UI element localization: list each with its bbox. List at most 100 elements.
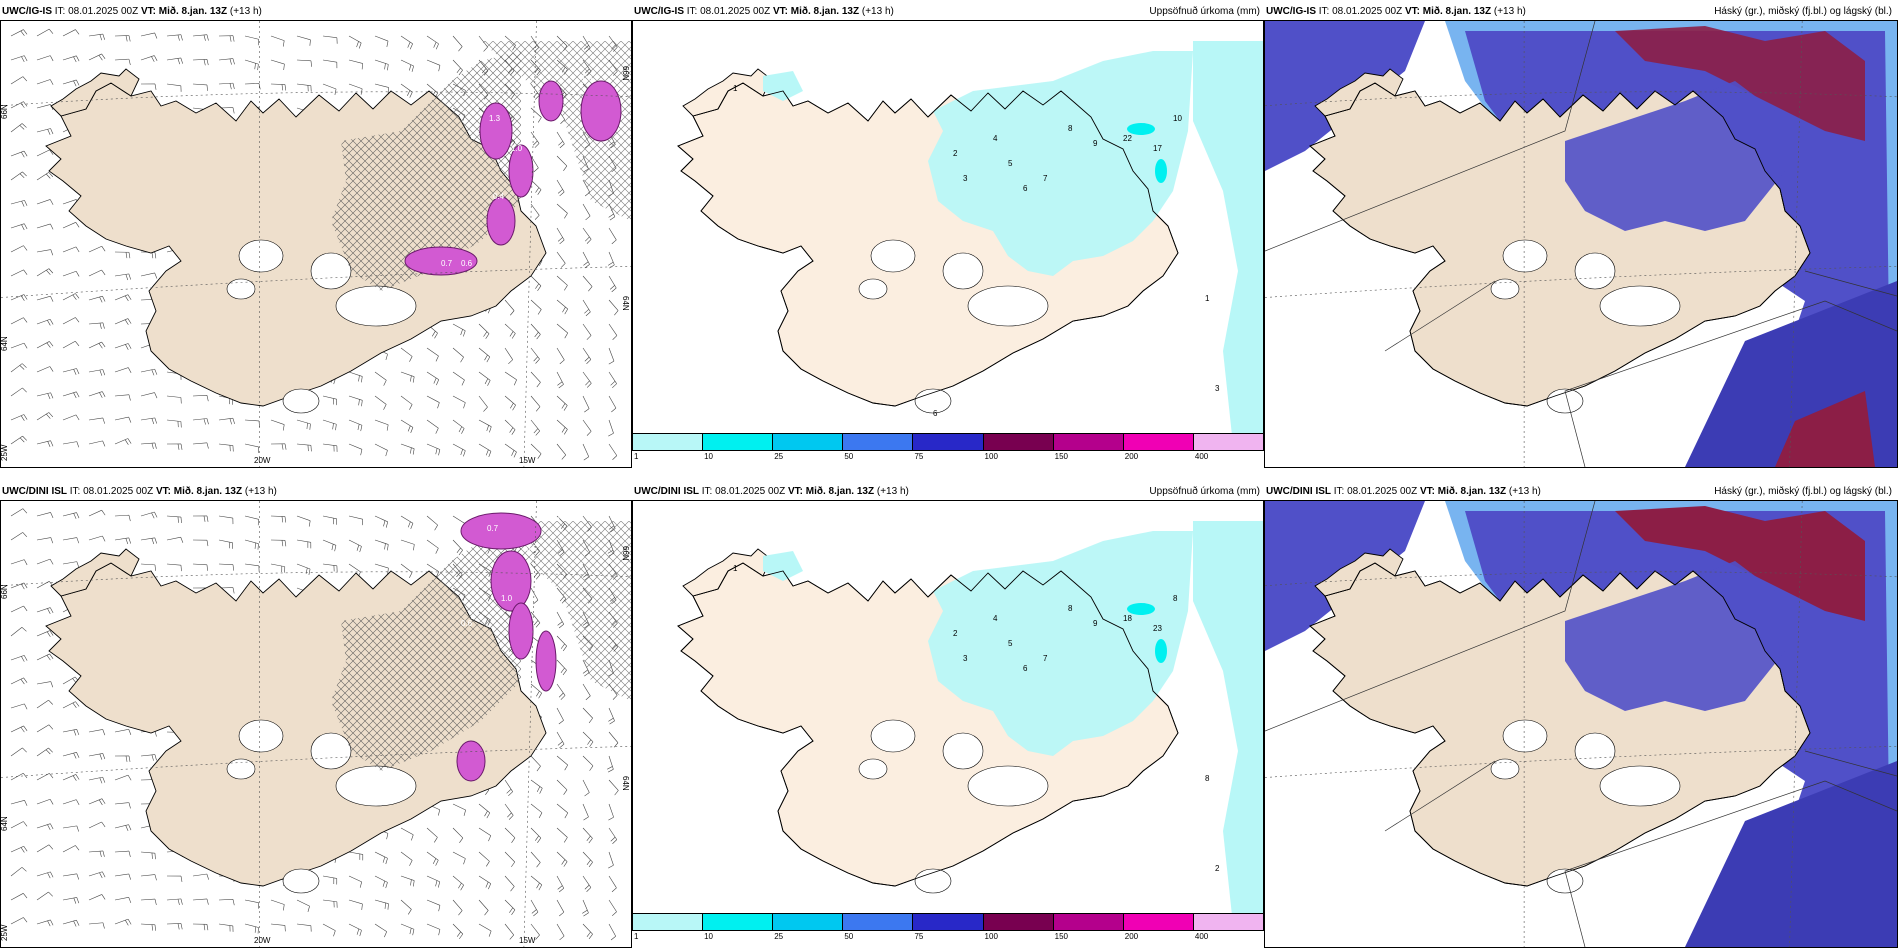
map-shape: [436, 379, 439, 386]
map-shape: [486, 196, 516, 246]
map-shape: [284, 540, 287, 547]
map-shape: [206, 540, 209, 547]
map-shape: [48, 844, 54, 850]
map-shape: [47, 393, 51, 400]
map-shape: [76, 368, 80, 375]
map-shape: [284, 84, 287, 91]
map-shape: [463, 450, 466, 457]
map-shape: [296, 923, 311, 926]
map-shape: [62, 752, 77, 757]
snow-value-label: 1.6: [581, 74, 593, 83]
map-shape: [62, 391, 77, 397]
map-shape: [23, 150, 28, 157]
map-shape: [438, 929, 441, 936]
map-shape: [10, 150, 25, 157]
map-shape: [563, 837, 568, 843]
map-shape: [23, 917, 28, 923]
map-shape: [128, 851, 131, 857]
map-shape: [180, 565, 182, 572]
snow-value-label: 0.6: [461, 259, 473, 268]
map-shape: [452, 803, 466, 811]
map-shape: [348, 899, 363, 905]
map-shape: [677, 82, 1179, 407]
map-shape: [409, 928, 412, 935]
map-shape: [238, 239, 284, 273]
map-shape: [437, 881, 441, 888]
map-shape: [870, 239, 916, 273]
map-shape: [608, 395, 617, 409]
lon-label-15w: 15W: [519, 456, 536, 465]
precip-panel-bottom: UWC/DINI ISL IT: 08.01.2025 00Z VT: Mið.…: [632, 480, 1264, 950]
map-shape: [23, 294, 28, 300]
map-shape: [410, 427, 414, 434]
map-shape: [128, 416, 132, 423]
map-shape: [322, 875, 337, 879]
map-shape: [36, 172, 49, 181]
map-shape: [62, 199, 77, 205]
map-shape: [582, 683, 591, 697]
map-area[interactable]: 1.6 1.3 1.0 0.7 0.6 0.5 0.4 66N 64N 25W 20W 15W 66N 6…: [0, 20, 632, 468]
lat-label-64n-right: 64N: [621, 776, 630, 791]
map-shape: [125, 755, 128, 762]
map-shape: [206, 395, 209, 402]
lat-label-64n: 64N: [1, 336, 9, 351]
map-shape: [400, 827, 414, 836]
map-area[interactable]: 1 2 3 4 5 6 7 8 9 18 23 8 8 2: [632, 500, 1264, 926]
map-shape: [452, 515, 465, 524]
map-shape: [154, 417, 158, 424]
map-shape: [36, 558, 51, 565]
map-shape: [478, 443, 492, 452]
map-shape: [356, 928, 360, 935]
map-shape: [461, 379, 465, 386]
map-shape: [582, 755, 594, 767]
map-shape: [270, 923, 285, 926]
map-shape: [180, 34, 183, 41]
map-shape: [114, 273, 129, 277]
map-shape: [452, 851, 466, 859]
map-shape: [478, 875, 491, 884]
map-area[interactable]: [1264, 20, 1898, 468]
map-shape: [452, 899, 463, 911]
map-shape: [438, 449, 441, 456]
map-shape: [125, 35, 128, 42]
map-shape: [537, 189, 542, 195]
map-shape: [21, 656, 25, 662]
map-shape: [36, 295, 51, 301]
map-shape: [582, 371, 592, 384]
map-shape: [463, 809, 466, 816]
colorbar-swatch: 1: [633, 434, 704, 461]
map-shape: [36, 607, 51, 613]
map-shape: [154, 368, 158, 375]
map-area[interactable]: [1264, 500, 1898, 948]
map-shape: [400, 563, 413, 573]
map-shape: [50, 919, 54, 926]
map-shape: [62, 873, 77, 877]
map-shape: [19, 125, 25, 130]
map-shape: [556, 419, 568, 430]
map-shape: [88, 269, 102, 277]
map-shape: [509, 427, 514, 433]
map-shape: [322, 83, 337, 90]
map-shape: [511, 909, 516, 915]
map-shape: [458, 910, 463, 916]
map-shape: [48, 172, 54, 177]
map-shape: [218, 443, 233, 446]
map-shape: [1265, 501, 1596, 732]
map-shape: [98, 343, 103, 349]
map-shape: [928, 531, 1193, 756]
map-shape: [50, 223, 54, 230]
map-area[interactable]: 0.7 0.5 1.0 0.6 -5.3 66N 64N 25W 20W 15W 66N 64N: [0, 500, 632, 948]
map-shape: [75, 414, 80, 421]
map-shape: [536, 786, 541, 793]
map-shape: [1265, 501, 1897, 947]
map-shape: [310, 60, 312, 67]
precip-value-label: 17: [1153, 144, 1162, 153]
map-area[interactable]: 1 2 3 4 5 6 7 8 9 22 17 10 1 3 6: [632, 20, 1264, 446]
map-shape: [166, 515, 181, 518]
map-shape: [1127, 123, 1155, 135]
map-shape: [586, 835, 591, 842]
map-shape: [102, 753, 106, 760]
precip-value-label: 4: [993, 614, 998, 623]
map-shape: [10, 294, 24, 301]
map-shape: [296, 419, 311, 425]
